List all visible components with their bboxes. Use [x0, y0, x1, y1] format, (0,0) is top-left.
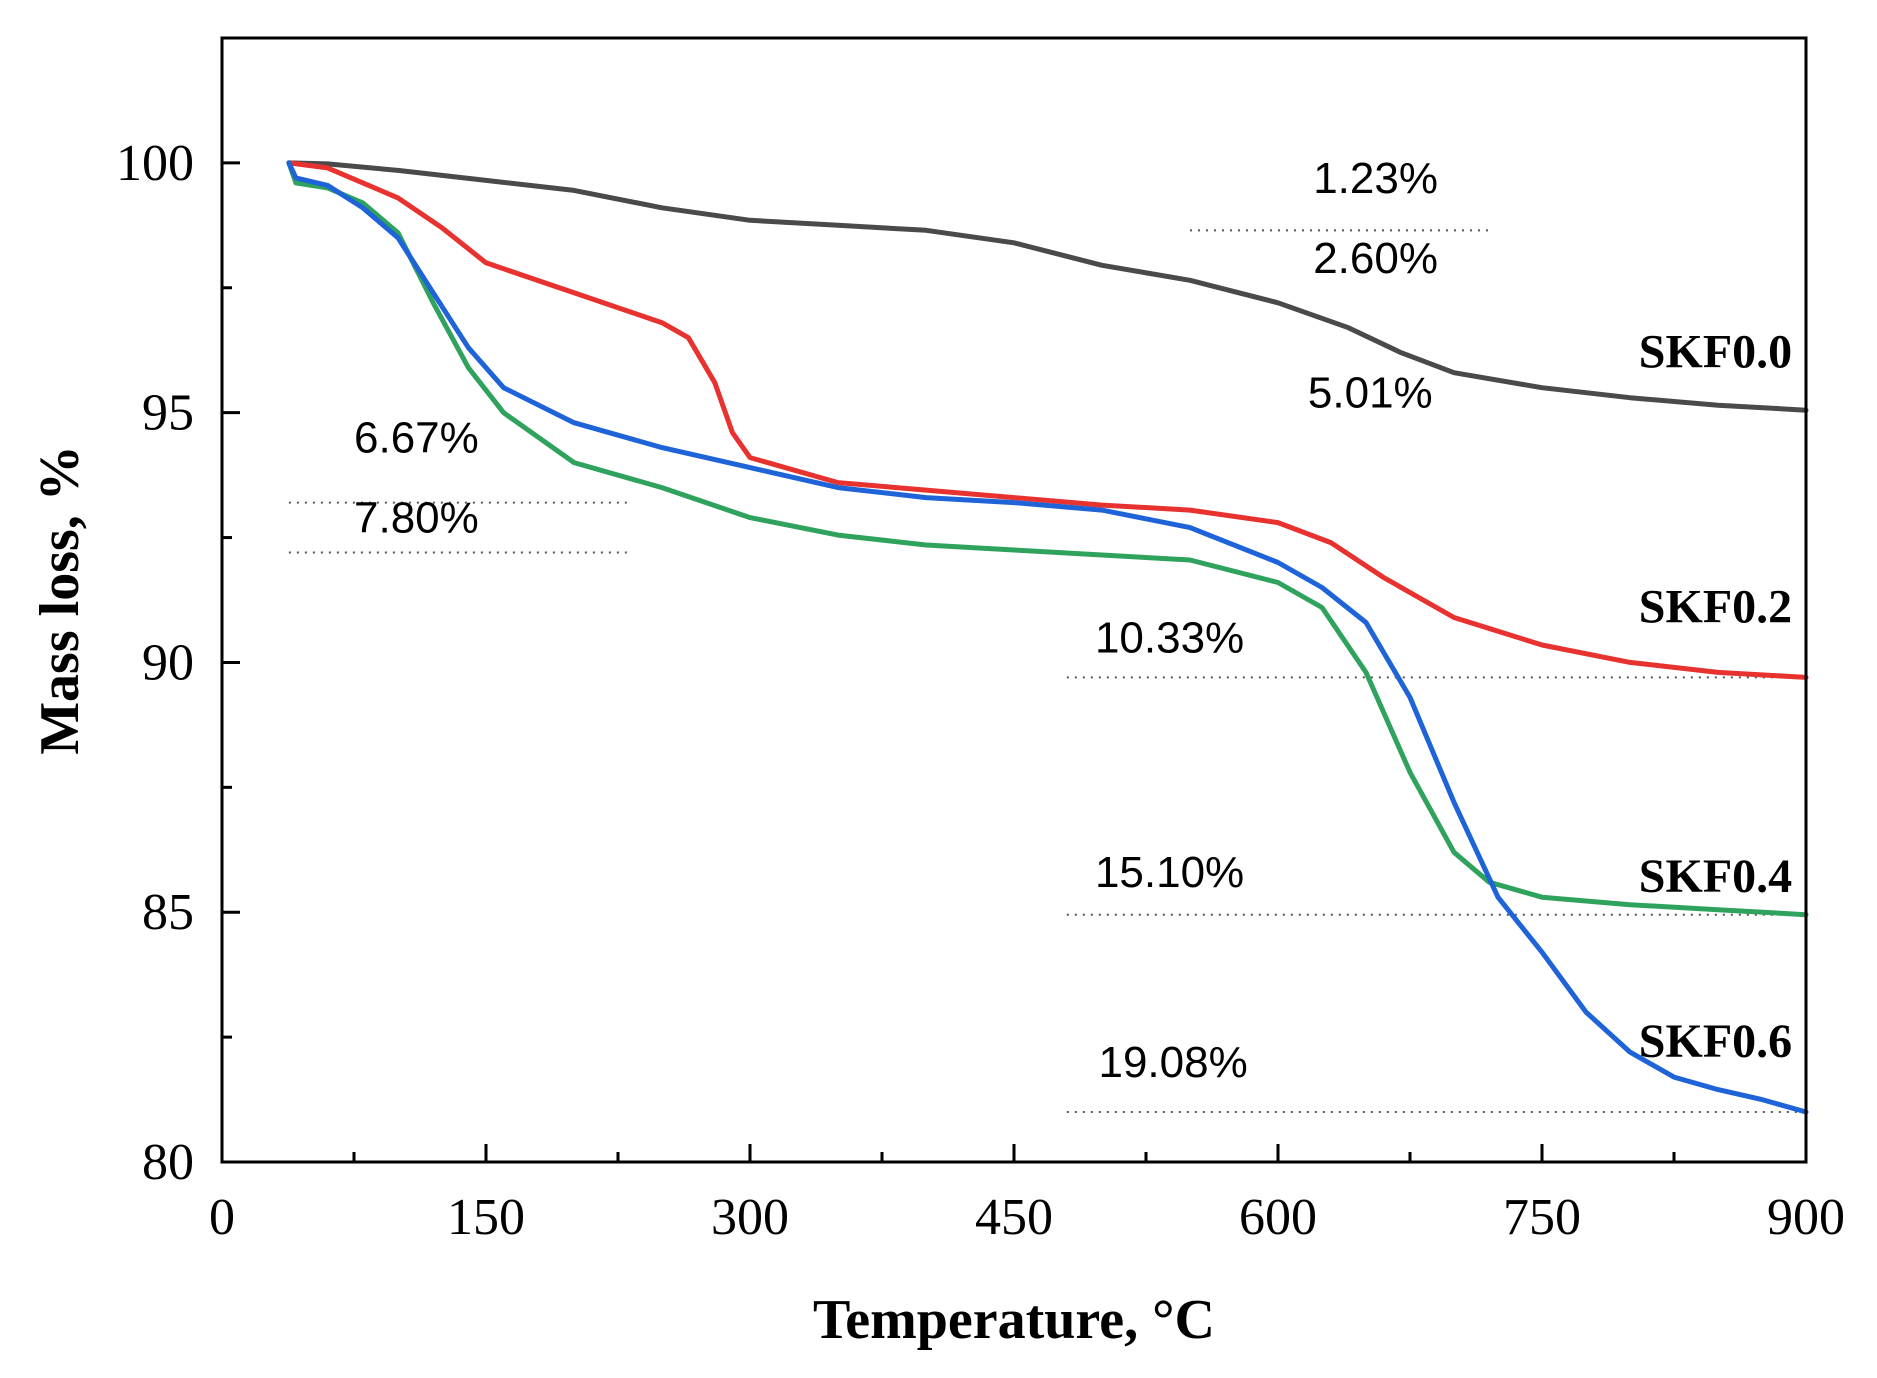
y-tick-label: 100 [116, 135, 194, 192]
series-label: SKF0.4 [1639, 850, 1792, 903]
y-tick-label: 90 [142, 634, 194, 691]
reference-lines [288, 229, 1806, 1114]
axis-ticks: 0 150 300 450 600 750 900 80 85 90 95 100 [116, 135, 1845, 1246]
x-tick-label: 900 [1767, 1189, 1845, 1246]
mass-loss-annotation: 10.33% [1095, 613, 1244, 662]
mass-loss-annotation: 5.01% [1308, 369, 1433, 418]
x-tick-label: 600 [1239, 1189, 1317, 1246]
y-tick-label: 95 [142, 385, 194, 442]
x-axis-title: Temperature, °C [813, 1289, 1215, 1351]
series-line-skf0-6 [286, 160, 1809, 1115]
series-label: SKF0.0 [1639, 326, 1792, 379]
mass-loss-annotation: 19.08% [1098, 1038, 1247, 1087]
chart-labels: SKF0.0 SKF0.2 SKF0.4 SKF0.6 1.23% 2.60% 5.01% 6… [354, 154, 1792, 1087]
series-line-skf0-0 [286, 160, 1809, 413]
y-axis-title: Mass loss, % [29, 445, 91, 755]
mass-loss-annotation: 6.67% [354, 414, 479, 463]
series-line-skf0-2 [286, 160, 1809, 680]
x-tick-label: 450 [975, 1189, 1053, 1246]
x-tick-label: 0 [209, 1189, 235, 1246]
y-tick-label: 85 [142, 884, 194, 941]
mass-loss-annotation: 2.60% [1313, 234, 1438, 283]
series-lines [286, 160, 1809, 1115]
series-label: SKF0.2 [1639, 580, 1792, 633]
x-tick-label: 300 [711, 1189, 789, 1246]
plot-frame [220, 36, 1808, 1164]
x-tick-label: 150 [447, 1189, 525, 1246]
y-tick-label: 80 [142, 1134, 194, 1191]
mass-loss-annotation: 15.10% [1095, 848, 1244, 897]
mass-loss-annotation: 1.23% [1313, 154, 1438, 203]
series-label: SKF0.6 [1639, 1015, 1792, 1068]
x-tick-label: 750 [1503, 1189, 1581, 1246]
mass-loss-annotation: 7.80% [354, 494, 479, 543]
